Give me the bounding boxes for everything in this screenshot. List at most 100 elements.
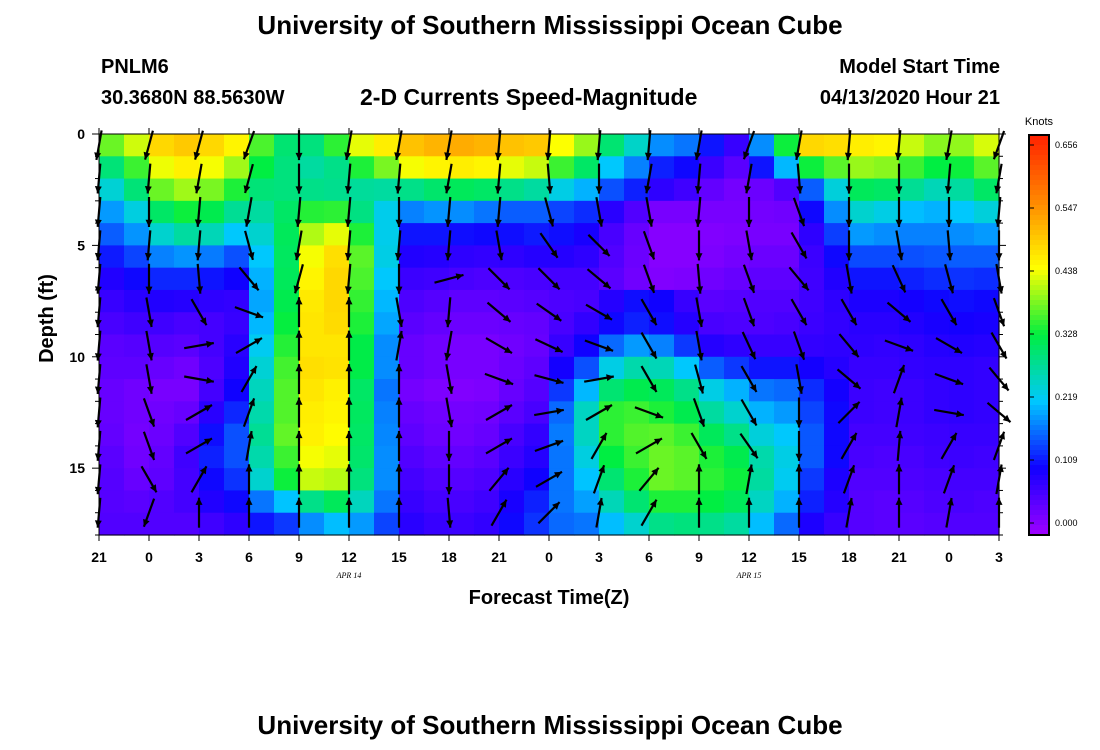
current-vector [895, 497, 903, 528]
heatmap-cell [674, 512, 700, 536]
model-start-label: Model Start Time [839, 56, 1000, 78]
current-vector [935, 337, 963, 355]
heatmap-cell [399, 512, 425, 536]
heatmap-cell [749, 490, 775, 514]
heatmap-cell [274, 134, 300, 157]
heatmap-cell [224, 356, 250, 380]
heatmap-cell [549, 379, 575, 402]
current-vector [394, 130, 403, 161]
heatmap-cell [824, 156, 850, 180]
heatmap-cell [399, 379, 425, 402]
current-vector [295, 163, 303, 194]
heatmap-cell [749, 267, 775, 291]
colorbar-tick-label: 0.109 [1055, 455, 1078, 465]
current-vector [694, 163, 702, 194]
heatmap-cell [899, 267, 925, 291]
heatmap-cell [449, 223, 475, 246]
heatmap-cell [374, 423, 400, 447]
colorbar-segment [1029, 235, 1049, 241]
heatmap-cell [124, 512, 150, 536]
heatmap-cell [624, 289, 650, 313]
heatmap-cell [174, 178, 200, 202]
heatmap-cell [299, 312, 325, 336]
colorbar-segment [1029, 320, 1049, 326]
heatmap-cell [474, 445, 500, 469]
heatmap-cell [874, 134, 900, 157]
heatmap-cell [324, 401, 350, 425]
heatmap-cell [674, 379, 700, 402]
colorbar-title: Knots [1025, 116, 1054, 128]
x-tick-label: 3 [995, 549, 1003, 565]
heatmap-cell [299, 200, 325, 224]
colorbar-segment [1029, 150, 1049, 156]
current-vector [884, 339, 914, 352]
current-vector [145, 364, 154, 394]
heatmap-cell [499, 490, 525, 514]
colorbar-segment [1029, 135, 1049, 141]
heatmap-cell [574, 200, 600, 224]
current-vector [196, 263, 204, 294]
heatmap-cell [699, 267, 725, 291]
current-vector [594, 130, 602, 161]
heatmap-cell [399, 468, 425, 492]
heatmap-cell [874, 379, 900, 402]
heatmap-cell [174, 245, 200, 269]
heatmap-cell [574, 512, 600, 536]
heatmap-cell [824, 200, 850, 224]
heatmap-cell [549, 134, 575, 157]
current-vector [840, 298, 858, 326]
heatmap-cell [124, 468, 150, 492]
heatmap-cell [949, 379, 975, 402]
heatmap-cell [474, 423, 500, 447]
heatmap-cell [949, 423, 975, 447]
x-tick-label: 9 [295, 549, 303, 565]
current-vector [696, 263, 704, 294]
heatmap-cell [249, 289, 275, 313]
current-vector [144, 163, 152, 194]
date-label: APR 14 [336, 571, 362, 580]
heatmap-cell [799, 490, 825, 514]
colorbar-segment [1029, 385, 1049, 391]
colorbar-segment [1029, 315, 1049, 321]
current-vector [345, 430, 353, 461]
heatmap-cell [499, 379, 525, 402]
heatmap-cell [624, 245, 650, 269]
heatmap-cell [624, 267, 650, 291]
heatmap-cell [324, 445, 350, 469]
colorbar-segment [1029, 220, 1049, 226]
current-vector [742, 130, 756, 160]
heatmap-cell [649, 245, 675, 269]
heatmap-cell [299, 401, 325, 425]
heatmap-cell [599, 356, 625, 380]
current-vector [742, 264, 756, 294]
heatmap-cell [524, 401, 550, 425]
heatmap-cell [849, 156, 875, 180]
heatmap-cell [824, 445, 850, 469]
y-tick-label: 0 [77, 126, 85, 142]
current-vector [934, 408, 964, 418]
heatmap-cell [874, 245, 900, 269]
current-vector [446, 497, 454, 528]
current-vector [634, 406, 664, 419]
heatmap-cell [749, 334, 775, 358]
heatmap-cell [374, 267, 400, 291]
x-tick-label: 0 [145, 549, 153, 565]
heatmap-cell [849, 490, 875, 514]
heatmap-cell [224, 401, 250, 425]
heatmap-cell [424, 379, 450, 402]
heatmap-cell [274, 445, 300, 469]
current-vector [444, 163, 453, 194]
heatmap-cell [649, 178, 675, 202]
heatmap-cell [274, 379, 300, 402]
current-vector [395, 330, 404, 361]
current-vector [584, 374, 614, 383]
heatmap-cell [399, 267, 425, 291]
heatmap-cell [274, 512, 300, 536]
heatmap-cell [849, 200, 875, 224]
heatmap-cell [724, 289, 750, 313]
heatmap-cell [524, 356, 550, 380]
heatmap-cell [224, 512, 250, 536]
current-vector [534, 374, 564, 385]
heatmap-cell [924, 445, 950, 469]
heatmap-cell [374, 512, 400, 536]
